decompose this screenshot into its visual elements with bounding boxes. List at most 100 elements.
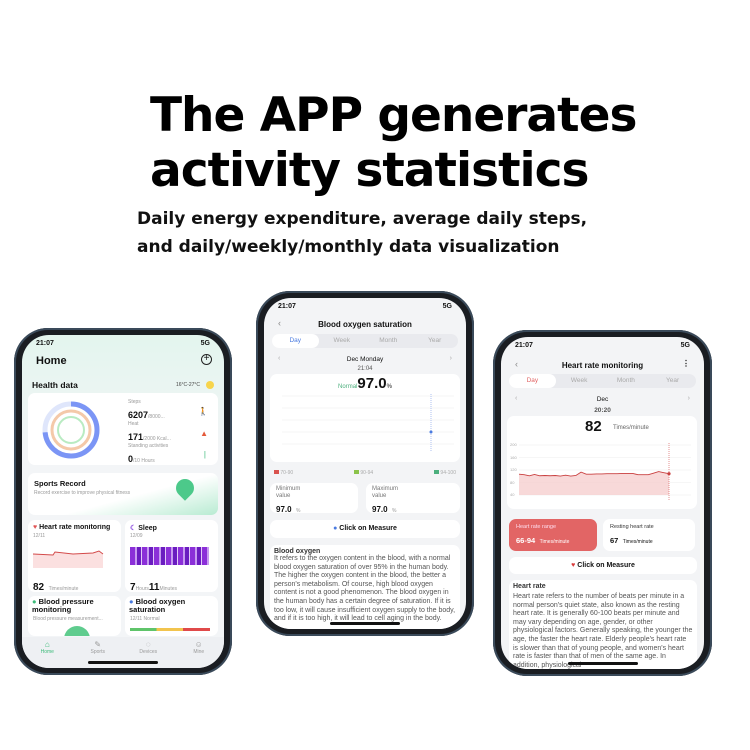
- headline: The APP generates activity statistics: [150, 88, 637, 198]
- add-icon[interactable]: +: [201, 354, 212, 365]
- label: Minimum value: [276, 486, 301, 499]
- maximum-card: Maximum value 97.0 %: [366, 483, 460, 514]
- date-label: Dec: [596, 396, 609, 403]
- minimum-card: Minimum value 97.0 %: [270, 483, 358, 514]
- date: 12/09: [130, 533, 143, 539]
- health-summary-card[interactable]: Steps 6207/8000... Heat 171/2000 Kcal... S…: [28, 393, 218, 465]
- measure-button[interactable]: ● Click on Measure: [270, 520, 460, 538]
- oxygen-chart: [282, 394, 454, 452]
- legend-item: 90-94: [354, 470, 373, 476]
- y-tick: 160: [510, 454, 517, 460]
- status-time: 21:07: [36, 340, 54, 347]
- card-title: Sports Record: [34, 479, 86, 488]
- heart-range-card: Heart rate range 66-94 Times/minute: [509, 519, 597, 551]
- y-tick: 120: [510, 467, 517, 472]
- phone-heart-rate: 21:07 5G ‹ ⋮ Heart rate monitoring Day Wee…: [493, 330, 712, 676]
- sleep-chart: [130, 547, 209, 565]
- oxygen-value: 97.0: [357, 375, 387, 392]
- tab-home[interactable]: ⌂ Home: [22, 640, 73, 668]
- y-tick: 200: [510, 442, 517, 447]
- tab-month[interactable]: Month: [616, 377, 635, 384]
- home-icon: ⌂: [44, 640, 50, 649]
- status-bar: 21:07 5G: [278, 303, 452, 310]
- info-title: Heart rate: [513, 583, 546, 590]
- sleep-card[interactable]: ☾ Sleep 12/09 7Hours11Minutes: [125, 520, 218, 593]
- network: 5G: [680, 342, 690, 349]
- legend-item: 94-100: [434, 470, 456, 476]
- value: 97.0: [276, 505, 292, 514]
- resting-heart-card: Resting heart rate 67 Times/minute: [603, 519, 695, 551]
- heart-sparkline: [33, 550, 104, 568]
- tab-mine[interactable]: ☺ Mine: [174, 640, 225, 668]
- blood-oxygen-card[interactable]: ● Blood oxygen saturation 12/11 Normal: [125, 596, 218, 636]
- info-title: Blood oxygen: [274, 548, 321, 555]
- tab-year[interactable]: Year: [666, 377, 680, 384]
- unit: Times/minute: [622, 539, 653, 545]
- back-button[interactable]: ‹: [515, 359, 518, 369]
- goal: /10 Hours: [133, 458, 155, 464]
- back-button[interactable]: ‹: [278, 318, 281, 328]
- home-screen: 21:07 5G Home + Health data 16°C-27°C Ste…: [22, 335, 224, 668]
- walk-icon: 🚶: [198, 407, 208, 416]
- sports-record-card[interactable]: Sports Record Record exercise to improve…: [28, 473, 218, 515]
- value: 66-94: [516, 536, 536, 545]
- tab-label: Sports: [90, 649, 105, 655]
- legend-label: 90-94: [360, 470, 374, 476]
- prev-date-button[interactable]: ‹: [278, 355, 281, 362]
- oxygen-scale: [130, 628, 210, 631]
- date: 12/11: [33, 533, 46, 539]
- fire-icon: ▲: [200, 429, 208, 438]
- tab-sports[interactable]: ✎ Sports: [73, 640, 124, 668]
- tab-month[interactable]: Month: [379, 337, 398, 344]
- legend-label: 94-100: [440, 470, 456, 476]
- heart-area: [519, 471, 669, 495]
- legend-label: 70-90: [280, 470, 294, 476]
- date: 12/11 Normal: [130, 616, 160, 622]
- unit: %: [296, 508, 301, 514]
- heart-rate-card[interactable]: ♥ Heart rate monitoring 12/11 82 Times/m…: [28, 520, 121, 593]
- goal: /8000...: [148, 414, 165, 420]
- next-date-button[interactable]: ›: [687, 395, 690, 402]
- network: 5G: [200, 340, 210, 347]
- data-point: [667, 472, 671, 476]
- hours: 7: [130, 582, 136, 593]
- value: 97.0: [372, 505, 388, 514]
- card-title: Blood pressure monitoring: [32, 597, 94, 614]
- phone-blood-oxygen: 21:07 5G ‹ Blood oxygen saturation Day Wee…: [256, 291, 474, 636]
- subheadline-line: Daily energy expenditure, average daily …: [137, 209, 588, 229]
- unit: %: [392, 508, 397, 514]
- oxygen-chart-card: Normal97.0%: [270, 374, 460, 462]
- prev-date-button[interactable]: ‹: [515, 395, 518, 402]
- more-icon[interactable]: ⋮: [682, 359, 690, 368]
- card-title: Blood oxygen saturation: [129, 597, 186, 614]
- measure-button[interactable]: ♥ Click on Measure: [509, 557, 697, 574]
- tab-devices[interactable]: ◌ Devices: [123, 640, 174, 668]
- info-text: It refers to the oxygen content in the b…: [274, 555, 456, 623]
- heart-icon: ♥: [33, 524, 40, 531]
- unit: Minutes: [159, 586, 177, 592]
- blood-pressure-card[interactable]: ● Blood pressure monitoring Blood pressu…: [28, 596, 121, 636]
- period-tabs: Day Week Month Year: [509, 374, 696, 388]
- next-date-button[interactable]: ›: [449, 355, 452, 362]
- tab-day[interactable]: Day: [509, 374, 556, 388]
- data-point: [429, 430, 433, 434]
- card-title: Heart rate monitoring: [39, 524, 111, 531]
- card-title: Sleep: [138, 525, 157, 532]
- tab-week[interactable]: Week: [333, 337, 351, 344]
- period-tabs: Day Week Month Year: [272, 334, 458, 348]
- network: 5G: [442, 303, 452, 310]
- subheadline: Daily energy expenditure, average daily …: [137, 205, 587, 261]
- status-bar: 21:07 5G: [36, 340, 210, 347]
- date-label: Dec Monday: [346, 356, 384, 363]
- tab-day[interactable]: Day: [272, 334, 319, 348]
- value: 82: [33, 582, 45, 593]
- label: Standing activities: [128, 443, 169, 449]
- subheadline-line: and daily/weekly/monthly data visualizat…: [137, 237, 560, 257]
- weather: 16°C-27°C: [175, 382, 200, 388]
- tab-week[interactable]: Week: [570, 377, 588, 384]
- tab-year[interactable]: Year: [428, 337, 442, 344]
- value: 6207: [128, 410, 149, 420]
- label: Steps: [128, 399, 141, 405]
- sun-icon: [206, 381, 214, 389]
- info-text: Heart rate refers to the number of beats…: [513, 593, 693, 669]
